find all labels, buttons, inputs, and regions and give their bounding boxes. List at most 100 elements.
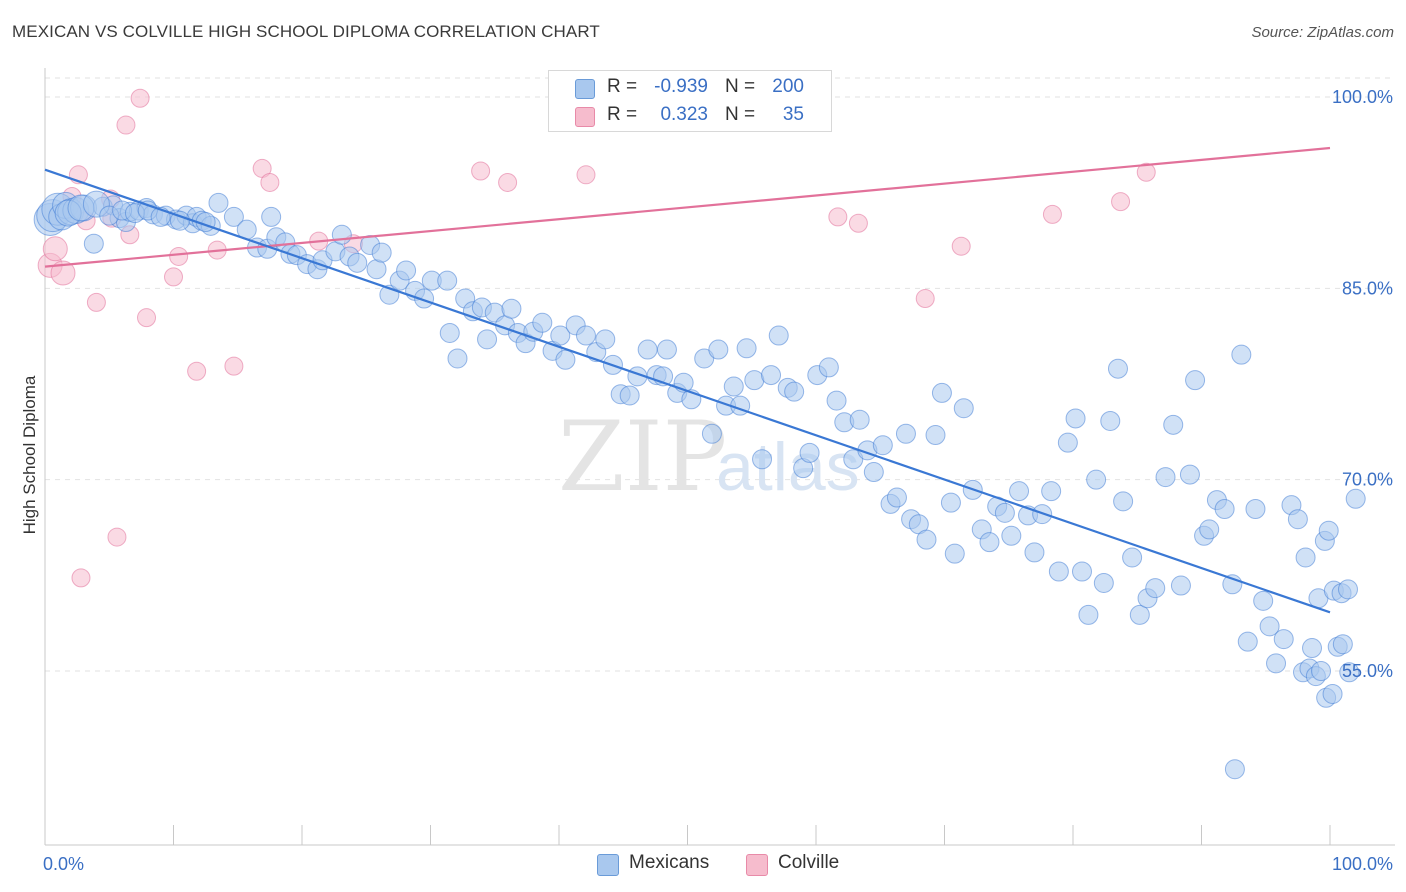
mexicans-point: [1245, 499, 1266, 520]
mexicans-point: [396, 260, 417, 281]
mexicans-point: [1086, 469, 1107, 490]
mexicans-point: [799, 442, 820, 463]
mexicans-point: [331, 224, 352, 245]
mexicans-point: [849, 409, 870, 430]
chart-title: MEXICAN VS COLVILLE HIGH SCHOOL DIPLOMA …: [12, 22, 600, 41]
mexicans-point: [1129, 604, 1150, 625]
mexicans-point: [1185, 370, 1206, 391]
y-axis-label: High School Diploma: [20, 375, 39, 534]
colville-trend-line: [44, 146, 1331, 268]
mexicans-point: [371, 242, 392, 263]
mexicans-point: [895, 423, 916, 444]
y-tick-label: 100.0%: [1332, 87, 1393, 107]
colville-point: [169, 246, 189, 266]
mexicans-point: [1163, 414, 1184, 435]
mexicans-point: [818, 357, 839, 378]
mexicans-point: [477, 329, 498, 350]
mexicans-point: [1322, 683, 1343, 704]
legend-swatch-pink: [575, 107, 595, 127]
mexicans-point: [1295, 547, 1316, 568]
mexicans-point: [366, 259, 387, 280]
colville-point: [848, 213, 868, 233]
mexicans-point: [1237, 631, 1258, 652]
x-tick-label: 0.0%: [43, 854, 84, 874]
mexicans-point: [1093, 572, 1114, 593]
mexicans-point: [843, 449, 864, 470]
mexicans-point: [575, 325, 596, 346]
mexicans-point: [925, 425, 946, 446]
colville-point: [107, 527, 127, 547]
mexicans-point: [931, 382, 952, 403]
chart-source: Source: ZipAtlas.com: [1251, 24, 1394, 41]
mexicans-point: [1001, 525, 1022, 546]
mexicans-point: [752, 449, 773, 470]
mexicans-point: [979, 532, 1000, 553]
y-tick-label: 55.0%: [1342, 661, 1393, 681]
mexicans-point: [501, 298, 522, 319]
mexicans-point: [1078, 604, 1099, 625]
trend-lines: [44, 146, 1331, 614]
mexicans-point: [1224, 759, 1245, 780]
colville-point: [224, 356, 244, 376]
colville-point: [137, 308, 157, 328]
tick-labels: 100.0% 85.0% 70.0% 55.0% 0.0% 100.0%: [43, 87, 1393, 874]
mexicans-point: [1345, 488, 1366, 509]
mexicans-point: [863, 462, 884, 483]
mexicans-point: [701, 423, 722, 444]
legend-n-label: N =: [725, 76, 756, 97]
mexicans-point: [1231, 344, 1252, 365]
mexicans-point: [723, 376, 744, 397]
mexicans-point: [1170, 575, 1191, 596]
mexicans-point: [1179, 464, 1200, 485]
mexicans-point: [656, 339, 677, 360]
colville-point: [828, 207, 848, 227]
watermark-zip: ZIP: [558, 401, 727, 513]
mexicans-point: [550, 325, 571, 346]
legend-n-label: N =: [725, 104, 756, 125]
legend-n-value: 35: [782, 104, 804, 125]
mexicans-point: [916, 529, 937, 550]
mexicans-point: [1199, 519, 1220, 540]
mexicans-trend-line: [44, 168, 1331, 614]
mexicans-point: [1318, 520, 1339, 541]
bottom-legend-label-colville: Colville: [778, 852, 840, 873]
legend-row-mexicans: R = -0.939 N = 200: [549, 73, 831, 101]
colville-point: [86, 292, 106, 312]
y-tick-label: 85.0%: [1342, 278, 1393, 298]
mexicans-point: [1339, 662, 1360, 683]
mexicans-point: [532, 312, 553, 333]
colville-point: [71, 568, 91, 588]
mexicans-point: [1107, 358, 1128, 379]
mexicans-point: [447, 348, 468, 369]
mexicans-point: [208, 192, 229, 213]
mexicans-point: [595, 329, 616, 350]
colville-point: [50, 260, 76, 286]
colville-point: [576, 165, 596, 185]
bottom-legend-swatch-blue: [597, 854, 619, 876]
colville-point: [915, 289, 935, 309]
mexicans-point: [761, 365, 782, 386]
axes: [44, 68, 1395, 846]
mexicans-point: [1048, 561, 1069, 582]
mexicans-point: [347, 252, 368, 273]
mexicans-point: [744, 370, 765, 391]
x-tick-label: 100.0%: [1332, 854, 1393, 874]
mexicans-point: [736, 338, 757, 359]
legend-swatch-blue: [575, 79, 595, 99]
mexicans-point: [169, 210, 190, 231]
mexicans-point: [1302, 638, 1323, 659]
mexicans-point: [223, 206, 244, 227]
mexicans-point: [414, 288, 435, 309]
mexicans-point: [1041, 481, 1062, 502]
mexicans-point: [1214, 499, 1235, 520]
legend-r-value: -0.939: [654, 76, 708, 97]
mexicans-point: [1057, 432, 1078, 453]
mexicans-point: [1266, 653, 1287, 674]
mexicans-point: [768, 325, 789, 346]
legend-n-value: 200: [772, 76, 804, 97]
colville-point: [1111, 192, 1131, 212]
watermark-atlas: atlas: [716, 429, 860, 505]
mexicans-point: [1287, 509, 1308, 530]
mexicans-point: [1113, 491, 1134, 512]
